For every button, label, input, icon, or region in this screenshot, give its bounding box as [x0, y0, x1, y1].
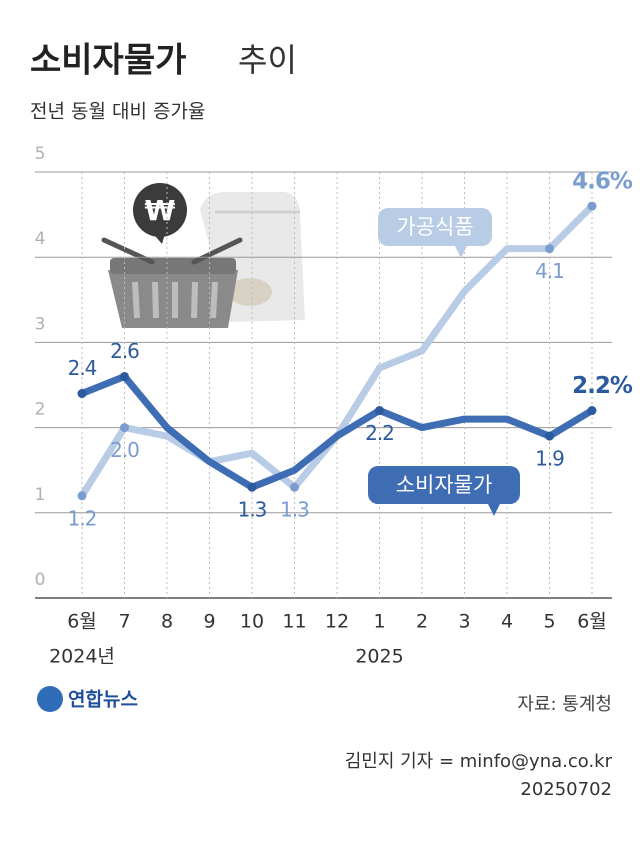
point	[120, 423, 129, 433]
point	[247, 482, 257, 492]
year-label: 2024년	[49, 646, 115, 668]
x-tick-label: 4	[501, 611, 513, 633]
point	[77, 389, 87, 399]
y-tick-label: 1	[35, 485, 46, 505]
value-label: 1.9	[535, 447, 564, 471]
x-tick-label: 1	[373, 611, 385, 633]
y-tick-label: 4	[35, 229, 46, 249]
x-tick-label: 12	[325, 611, 349, 633]
x-tick-label: 11	[282, 611, 306, 633]
y-tick-label: 0	[35, 570, 46, 590]
legend-label: 소비자물가	[396, 473, 493, 497]
x-tick-label: 8	[161, 611, 173, 633]
illustration: ₩	[101, 183, 305, 328]
value-label: 2.2	[365, 421, 394, 445]
y-tick-label: 5	[35, 144, 46, 164]
subtitle: 전년 동월 대비 증가율	[30, 101, 205, 123]
chart-title: 소비자물가	[30, 41, 186, 81]
value-label: 1.2	[68, 506, 97, 530]
x-tick-label: 6월	[577, 611, 607, 633]
x-tick-label: 9	[203, 611, 215, 633]
value-label: 4.1	[535, 259, 564, 283]
line	[80, 372, 594, 491]
value-label: 2.2%	[572, 373, 633, 399]
y-tick-label: 2	[35, 400, 46, 420]
chart-title-suffix: 추이	[238, 41, 297, 79]
currency-icon: ₩	[145, 194, 176, 227]
y-tick-label: 3	[35, 314, 46, 334]
date: 20250702	[520, 779, 612, 800]
point	[120, 371, 129, 381]
point	[587, 406, 597, 416]
series-tag-bg	[378, 208, 492, 258]
series-tag-bg	[368, 466, 520, 516]
point	[375, 406, 384, 416]
point	[545, 431, 554, 441]
logo: 연합뉴스	[68, 689, 138, 711]
source: 자료: 통계청	[517, 694, 612, 715]
value-label: 1.3	[238, 498, 267, 522]
x-tick-label: 6월	[67, 611, 97, 633]
x-tick-label: 7	[118, 611, 130, 633]
logo-mark	[37, 686, 63, 712]
value-label: 2.6	[110, 339, 139, 363]
value-label: 2.0	[110, 438, 139, 462]
year-label: 2025	[355, 646, 403, 668]
point	[587, 201, 597, 211]
x-tick-label: 3	[458, 611, 470, 633]
point	[290, 482, 299, 492]
value-label: 2.4	[68, 356, 97, 380]
byline: 김민지 기자 = minfo@yna.co.kr	[345, 751, 613, 772]
value-label: 4.6%	[572, 169, 633, 195]
legend-label: 가공식품	[396, 215, 473, 239]
point	[77, 491, 87, 501]
x-tick-label: 2	[416, 611, 428, 633]
value-label: 1.3	[280, 498, 309, 522]
point	[545, 244, 554, 254]
x-tick-label: 10	[240, 611, 264, 633]
x-tick-label: 5	[543, 611, 555, 633]
